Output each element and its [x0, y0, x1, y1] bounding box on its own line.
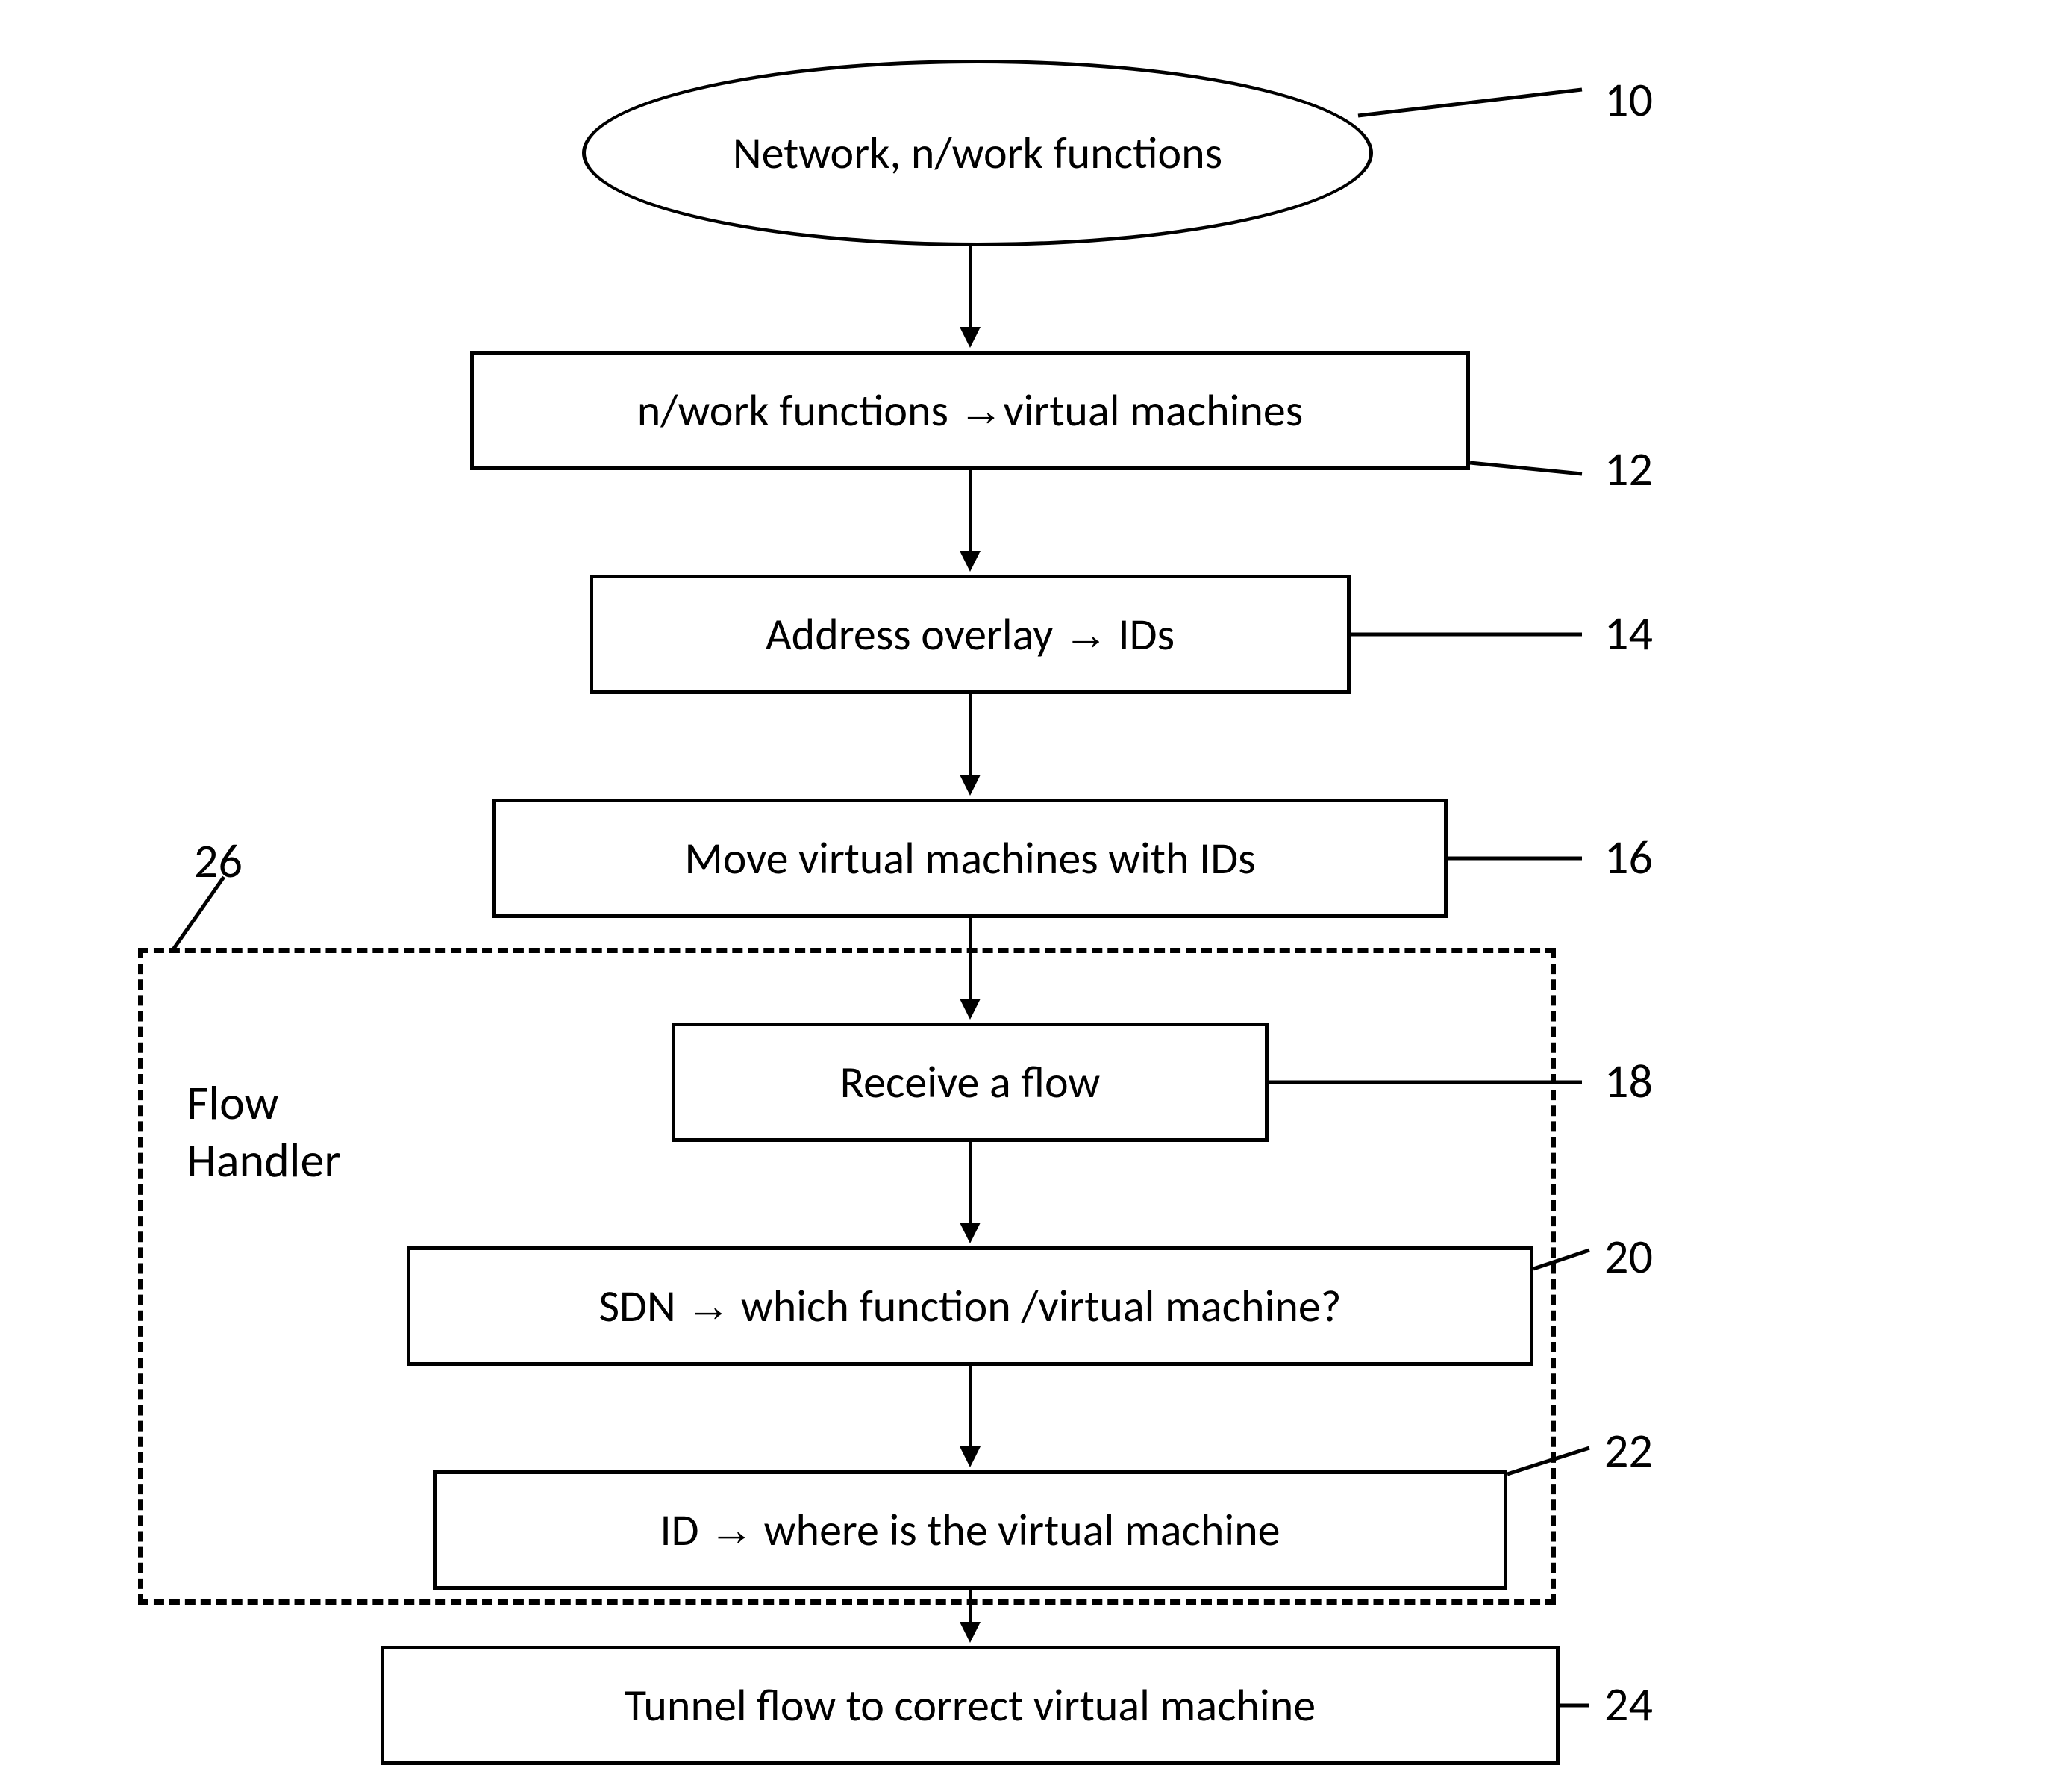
arrow-head-icon [960, 1622, 981, 1643]
arrow-line [969, 1590, 972, 1625]
callout-line [0, 0, 2064, 1792]
arrow-head-icon [960, 1223, 981, 1243]
arrow-line [969, 1142, 972, 1226]
arrow-head-icon [960, 551, 981, 572]
arrow-head-icon [960, 327, 981, 348]
arrow-line [969, 918, 972, 1002]
flowchart-diagram: 26 FlowHandler Network, n/work functions… [0, 0, 2064, 1792]
arrow-head-icon [960, 1446, 981, 1467]
arrow-line [969, 246, 972, 330]
arrow-head-icon [960, 999, 981, 1020]
arrow-line [969, 1366, 972, 1449]
ref-label-24: 24 [1604, 1676, 1653, 1734]
arrow-line [969, 694, 972, 778]
arrow-line [969, 470, 972, 554]
arrow-head-icon [960, 775, 981, 796]
